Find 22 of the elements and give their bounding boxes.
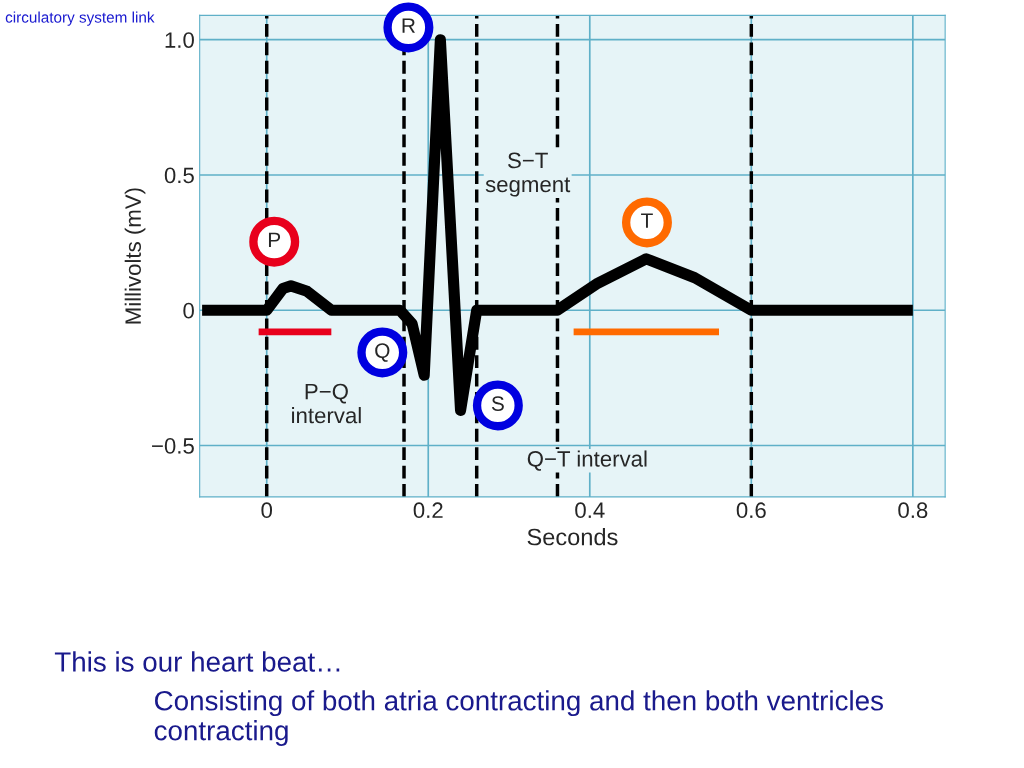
annotation: S−T segment: [485, 152, 571, 197]
annotation: Q: [375, 343, 390, 362]
annotation: R: [402, 18, 415, 33]
x-tick-label: 0: [261, 502, 273, 519]
text: Consisting of both atria contracting and then both ventricles contracting: [154, 690, 883, 746]
annotation: P: [268, 232, 281, 248]
text: This is our heart beat…: [54, 651, 340, 672]
annotation: T: [641, 213, 653, 228]
y-axis-title: Millivolts (mV): [124, 188, 146, 324]
x-tick-label: 0.8: [898, 502, 928, 519]
y-tick-label: 0.5: [164, 167, 194, 184]
x-tick-label: 0.6: [736, 502, 766, 519]
y-tick-label: −0.5: [152, 438, 194, 454]
y-tick-label: 0: [183, 302, 194, 319]
x-tick-label: 0.4: [575, 502, 605, 519]
x-axis-title: Seconds: [527, 528, 618, 546]
text: circulatory system link: [5, 11, 155, 26]
y-tick-label: 1.0: [165, 32, 194, 48]
x-tick-label: 0.2: [413, 502, 443, 519]
annotation: P−Q interval: [292, 383, 361, 424]
annotation: S: [491, 396, 504, 411]
annotation: Q−T interval: [527, 450, 647, 471]
